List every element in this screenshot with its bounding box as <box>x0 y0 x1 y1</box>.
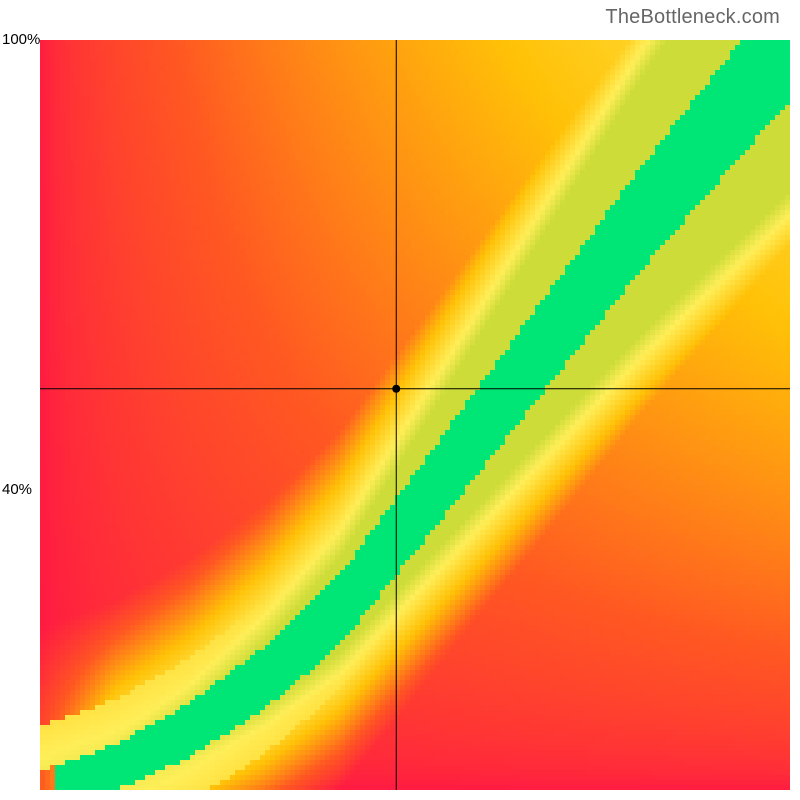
y-tick-label-40: 40% <box>2 481 32 498</box>
heatmap-canvas <box>40 40 790 790</box>
chart-container: { "watermark": "TheBottleneck.com", "cha… <box>0 0 800 800</box>
plot-area <box>40 40 790 790</box>
y-tick-label-100: 100% <box>2 31 40 48</box>
watermark-text: TheBottleneck.com <box>605 6 780 29</box>
